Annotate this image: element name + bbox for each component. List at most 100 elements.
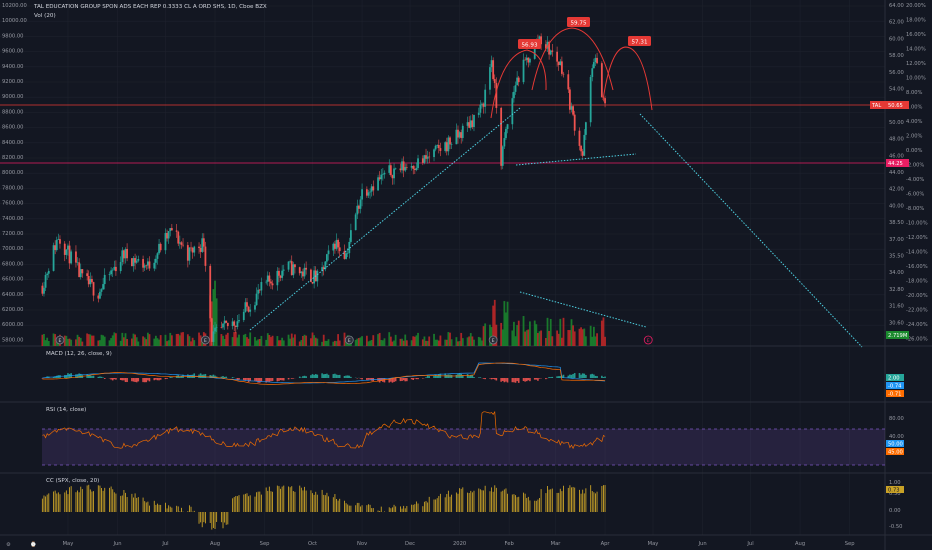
volume-bar: [316, 338, 319, 346]
volume-bar: [594, 336, 597, 346]
candle-body: [289, 261, 292, 262]
candle-body: [425, 155, 427, 159]
neckline[interactable]: [515, 153, 637, 166]
volume-bar: [468, 336, 471, 346]
macd-histogram-bar: [602, 377, 605, 378]
candle-body: [63, 243, 66, 255]
volume-bar: [290, 333, 293, 346]
right-axis-label: 58.00: [889, 53, 904, 59]
macd-histogram-bar: [282, 378, 285, 381]
macd-histogram-bar: [225, 376, 228, 378]
macd-histogram-bar: [557, 376, 560, 378]
left-axis-label: 9600.00: [2, 49, 23, 55]
volume-bar: [193, 340, 196, 346]
macd-tag: [886, 374, 904, 381]
candle-body: [572, 106, 574, 115]
macd-histogram-bar: [511, 378, 514, 383]
left-shoulder-arc[interactable]: [490, 49, 547, 119]
macd-histogram-bar: [545, 378, 547, 380]
candle-body: [210, 318, 213, 342]
macd-histogram-bar: [466, 374, 469, 378]
left-axis-label: 7600.00: [2, 201, 23, 207]
candle-body: [529, 58, 531, 63]
settings-icon[interactable]: ⚙: [6, 542, 11, 548]
percent-axis-label: -4.00%: [906, 177, 924, 183]
candle-body: [193, 246, 196, 253]
macd-histogram-bar: [562, 374, 565, 378]
right-shoulder-arc[interactable]: [602, 46, 653, 111]
candle-body: [75, 251, 77, 263]
candle-body: [439, 148, 442, 151]
macd-histogram-bar: [505, 378, 507, 382]
candle-body: [91, 278, 93, 283]
volume-bar: [242, 334, 245, 346]
volume-trend-line[interactable]: [519, 291, 647, 328]
candle-body: [290, 261, 293, 276]
volume-bar: [538, 331, 541, 346]
right-axis-label: 48.00: [889, 137, 904, 143]
earnings-marker: [344, 335, 354, 345]
macd-histogram-bar: [305, 376, 307, 378]
macd-histogram-bar: [68, 373, 71, 378]
percent-axis[interactable]: 20.00% 18.00% 16.00% 14.00% 12.00% 10.00% 8.00…: [906, 3, 928, 343]
left-axis-label: 9000.00: [2, 94, 23, 100]
macd-histogram-bar: [370, 378, 373, 381]
candle-body: [493, 79, 496, 83]
uptrend-line[interactable]: [249, 107, 521, 331]
candle-body: [506, 124, 509, 129]
candle-body: [254, 305, 256, 310]
head-arc[interactable]: [531, 27, 614, 91]
candle-body: [501, 146, 504, 166]
candle-body: [583, 134, 586, 156]
macd-histogram-bar: [222, 376, 224, 378]
volume-bar: [198, 332, 200, 346]
candle-body: [450, 144, 453, 145]
date-range-icon[interactable]: ⌚: [30, 541, 37, 548]
macd-histogram-bar: [255, 378, 258, 382]
macd-histogram-bar: [321, 373, 323, 378]
time-axis[interactable]: May Jun Jul Aug Sep Oct Nov Dec 2020 Feb Mar Apr May…: [63, 541, 856, 547]
candle-body: [313, 270, 316, 284]
macd-histogram-bar: [345, 375, 347, 378]
macd-histogram-bar: [394, 378, 397, 382]
macd-histogram-bar: [500, 378, 502, 382]
candle-body: [223, 320, 226, 324]
macd-histogram-bar: [332, 374, 335, 378]
macd-histogram-bar: [81, 375, 84, 378]
candle-body: [148, 261, 151, 269]
candle-body: [372, 186, 375, 191]
right-axis-label: 38.50: [889, 220, 904, 226]
volume-bar: [533, 320, 536, 346]
volume-bars: [41, 280, 606, 346]
macd-histogram-bar: [482, 378, 485, 379]
candle-body: [76, 262, 79, 263]
volume-bar: [167, 340, 170, 346]
volume-bar: [401, 338, 403, 346]
candle-body: [359, 199, 362, 209]
macd-histogram-bar: [316, 374, 319, 378]
volume-bar: [310, 338, 312, 346]
macd-histogram-bar: [276, 378, 279, 382]
volume-bar: [121, 332, 124, 346]
candle-body: [87, 275, 90, 285]
candle-body: [369, 191, 371, 193]
projection-line[interactable]: [639, 113, 863, 348]
volume-bar: [145, 339, 148, 346]
macd-histogram-bar: [399, 378, 402, 382]
macd-histogram-bar: [493, 378, 496, 380]
percent-axis-label: 14.00%: [906, 47, 926, 53]
macd-histogram-bar: [91, 375, 93, 378]
left-price-axis[interactable]: 10200.00 10000.00 9800.00 9600.00 9400.00 920…: [2, 3, 27, 343]
candle-body: [65, 249, 68, 255]
percent-axis-label: 10.00%: [906, 76, 926, 82]
volume-bar: [436, 339, 439, 346]
volume-bar: [222, 335, 224, 346]
volume-bar: [266, 333, 269, 346]
volume-bar: [455, 337, 458, 346]
macd-histogram-bar: [479, 377, 482, 378]
candle-body: [305, 267, 308, 270]
macd-histogram-bar: [171, 377, 173, 378]
volume-bar: [437, 340, 440, 346]
macd-histogram-bar: [348, 375, 351, 378]
